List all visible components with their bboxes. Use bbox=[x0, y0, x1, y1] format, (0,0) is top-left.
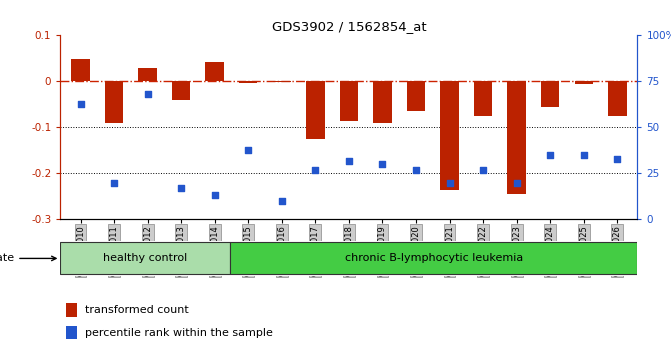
Bar bbox=[172, 81, 191, 100]
Bar bbox=[138, 68, 157, 81]
Bar bbox=[541, 81, 560, 107]
Point bbox=[444, 180, 455, 185]
Text: percentile rank within the sample: percentile rank within the sample bbox=[85, 327, 273, 338]
Point bbox=[411, 167, 421, 173]
Point bbox=[310, 167, 321, 173]
Point bbox=[75, 101, 86, 106]
Bar bbox=[66, 326, 76, 339]
Bar bbox=[440, 81, 459, 189]
Bar bbox=[205, 62, 224, 81]
Point bbox=[176, 185, 187, 191]
Point bbox=[109, 180, 119, 185]
Bar bbox=[306, 81, 325, 139]
Bar bbox=[71, 59, 90, 81]
Text: transformed count: transformed count bbox=[85, 305, 189, 315]
Point bbox=[276, 198, 287, 204]
Bar bbox=[60, 242, 230, 274]
Point bbox=[344, 158, 354, 164]
Point bbox=[612, 156, 623, 161]
Point bbox=[511, 180, 522, 185]
Bar bbox=[373, 81, 392, 123]
Point bbox=[243, 147, 254, 152]
Bar bbox=[340, 81, 358, 120]
Bar bbox=[507, 81, 526, 194]
Title: GDS3902 / 1562854_at: GDS3902 / 1562854_at bbox=[272, 20, 426, 33]
Point bbox=[545, 152, 556, 158]
Text: chronic B-lymphocytic leukemia: chronic B-lymphocytic leukemia bbox=[345, 253, 523, 263]
Point bbox=[478, 167, 488, 173]
Text: disease state: disease state bbox=[0, 253, 56, 263]
Bar bbox=[272, 81, 291, 82]
Bar bbox=[407, 81, 425, 111]
Bar bbox=[105, 81, 123, 123]
Bar bbox=[474, 81, 493, 116]
Point bbox=[209, 192, 220, 198]
Bar bbox=[608, 81, 627, 116]
Bar bbox=[66, 303, 76, 317]
Point bbox=[377, 161, 388, 167]
Bar bbox=[230, 242, 637, 274]
Point bbox=[578, 152, 589, 158]
Bar bbox=[239, 81, 258, 83]
Bar bbox=[574, 81, 593, 84]
Text: healthy control: healthy control bbox=[103, 253, 187, 263]
Point bbox=[142, 91, 153, 97]
